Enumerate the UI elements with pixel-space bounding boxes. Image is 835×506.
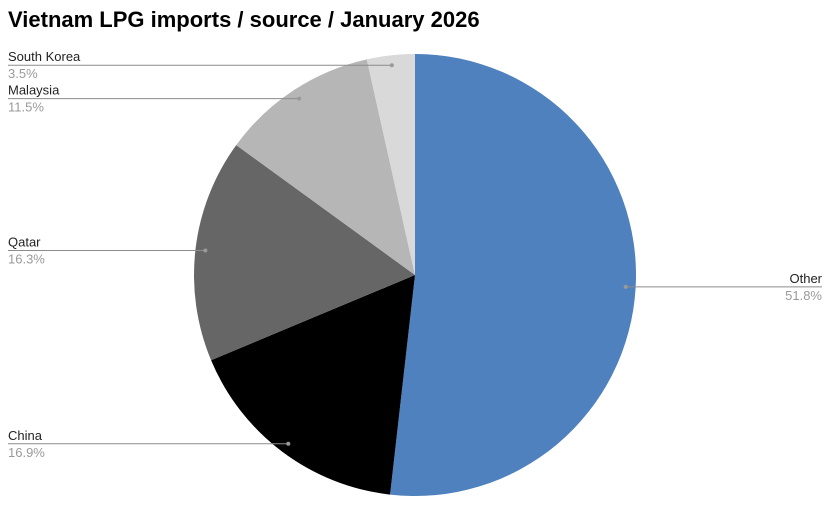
leader-dot-malaysia bbox=[297, 96, 302, 101]
slice-label-south-korea: South Korea bbox=[8, 49, 81, 64]
leader-dot-other bbox=[623, 284, 628, 289]
slice-label-china: China bbox=[8, 428, 43, 443]
pie-slices bbox=[194, 54, 636, 496]
slice-labels: Other 51.8% China 16.9% Qatar 16.3% Malaysia 11… bbox=[8, 49, 823, 460]
slice-label-qatar: Qatar bbox=[8, 235, 41, 250]
slice-label-other: Other bbox=[789, 271, 822, 286]
pie-slice-south-korea bbox=[366, 54, 415, 275]
leader-dot-qatar bbox=[203, 248, 208, 253]
pie-slice-malaysia bbox=[236, 59, 415, 276]
leader-lines bbox=[8, 63, 822, 446]
slice-value-malaysia: 11.5% bbox=[8, 100, 44, 115]
chart-title: Vietnam LPG imports / source / January 2… bbox=[8, 7, 480, 32]
slice-value-qatar: 16.3% bbox=[8, 252, 45, 267]
slice-label-malaysia: Malaysia bbox=[8, 83, 60, 98]
pie-slice-china bbox=[211, 275, 415, 495]
slice-value-other: 51.8% bbox=[785, 288, 822, 303]
leader-dot-china bbox=[286, 441, 291, 446]
leader-dot-south-korea bbox=[389, 63, 394, 68]
pie-slice-qatar bbox=[194, 145, 415, 361]
pie-slice-other bbox=[390, 54, 636, 496]
slice-value-south-korea: 3.5% bbox=[8, 66, 38, 81]
slice-value-china: 16.9% bbox=[8, 445, 45, 460]
